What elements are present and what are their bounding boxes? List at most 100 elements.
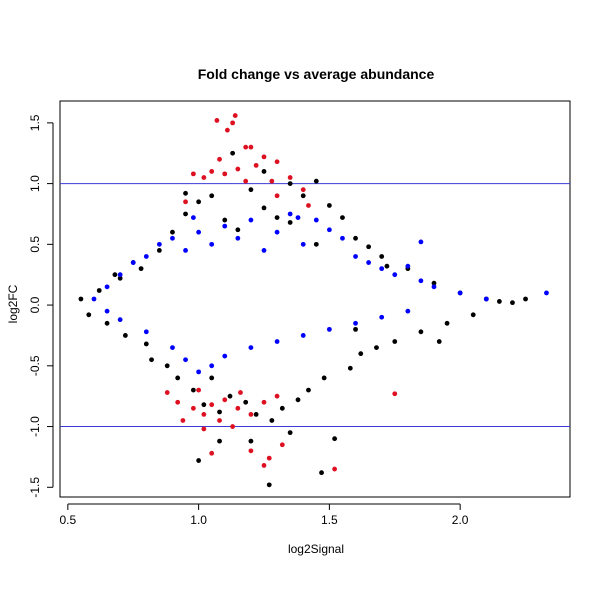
point-s0-56 — [217, 438, 222, 444]
point-s0-64 — [149, 357, 154, 363]
point-s2-22 — [175, 399, 181, 405]
point-s2-3 — [230, 120, 236, 126]
point-s0-68 — [353, 326, 358, 332]
point-s2-35 — [248, 448, 254, 454]
point-s2-17 — [222, 171, 228, 177]
point-s0-51 — [496, 299, 502, 304]
point-s0-7 — [143, 341, 149, 347]
point-s1-3 — [130, 260, 136, 265]
point-s1-21 — [366, 260, 372, 265]
point-s1-11 — [235, 235, 241, 241]
point-s0-55 — [196, 458, 202, 463]
point-s0-58 — [248, 438, 254, 444]
x-axis: 0.5 1.0 1.5 2.0 — [60, 503, 469, 527]
point-s0-46 — [431, 280, 437, 286]
point-s2-39 — [332, 466, 338, 472]
point-s2-16 — [217, 156, 222, 162]
point-s0-36 — [340, 215, 345, 221]
y-tick-label-2: -0.5 — [28, 355, 42, 376]
point-s2-31 — [201, 426, 207, 432]
point-s1-24 — [405, 263, 411, 269]
point-s1-36 — [209, 363, 215, 369]
point-s1-14 — [274, 229, 280, 235]
point-s0-24 — [261, 205, 267, 211]
point-s0-61 — [261, 169, 267, 174]
point-s2-9 — [253, 162, 259, 168]
point-s0-62 — [183, 190, 188, 196]
point-s2-42 — [238, 390, 243, 395]
point-s1-19 — [340, 235, 345, 241]
point-s0-66 — [209, 375, 215, 381]
point-s1-1 — [104, 284, 110, 290]
point-s0-57 — [319, 470, 324, 476]
point-s0-41 — [374, 345, 379, 350]
point-s1-47 — [190, 215, 196, 221]
point-s0-9 — [164, 363, 170, 369]
point-s1-34 — [183, 357, 188, 363]
point-s1-45 — [418, 239, 424, 245]
point-s0-34 — [326, 203, 332, 208]
point-s0-71 — [384, 263, 390, 269]
point-s1-40 — [300, 333, 306, 338]
point-s1-25 — [418, 278, 424, 284]
point-s2-1 — [214, 118, 220, 123]
y-tick-label-4: 0.5 — [28, 236, 42, 253]
point-s1-32 — [143, 329, 149, 335]
point-s0-38 — [353, 235, 358, 241]
point-s2-40 — [266, 455, 272, 461]
point-s1-35 — [196, 369, 202, 375]
point-s2-44 — [243, 144, 249, 150]
point-s1-16 — [300, 241, 306, 247]
point-s2-21 — [164, 390, 170, 395]
point-s0-10 — [170, 229, 175, 235]
point-s1-6 — [170, 235, 175, 241]
point-s0-13 — [190, 387, 196, 393]
point-s0-70 — [436, 339, 442, 344]
point-s2-11 — [201, 175, 207, 180]
point-s1-44 — [405, 308, 411, 314]
point-s2-25 — [209, 402, 215, 408]
point-s1-30 — [104, 308, 110, 314]
point-s0-20 — [235, 227, 241, 233]
point-s0-42 — [379, 254, 385, 259]
point-s0-32 — [313, 178, 319, 184]
point-s0-35 — [332, 436, 338, 442]
point-s2-32 — [217, 418, 222, 423]
point-s2-6 — [274, 159, 280, 165]
point-s1-20 — [353, 254, 358, 259]
point-s2-19 — [274, 193, 280, 199]
point-s2-34 — [209, 450, 215, 456]
point-s1-7 — [183, 248, 188, 253]
point-s0-52 — [510, 300, 515, 306]
point-s2-13 — [243, 178, 249, 184]
point-s1-23 — [392, 272, 398, 278]
point-s0-27 — [279, 405, 285, 411]
point-s2-7 — [209, 169, 215, 174]
point-s2-14 — [269, 178, 275, 184]
point-s0-4 — [117, 275, 123, 281]
plot-frame — [59, 100, 571, 498]
point-s0-14 — [196, 199, 202, 205]
point-s1-43 — [379, 314, 385, 320]
point-s0-8 — [156, 248, 162, 253]
point-s2-27 — [235, 405, 241, 411]
point-s0-3 — [104, 320, 110, 326]
point-s0-25 — [269, 418, 275, 423]
point-s1-18 — [326, 227, 332, 233]
point-s2-29 — [261, 399, 267, 405]
threshold-lines — [60, 183, 570, 428]
point-s1-26 — [431, 284, 437, 290]
point-s0-12 — [183, 211, 188, 217]
point-s1-5 — [156, 241, 162, 247]
point-s0-22 — [248, 187, 254, 193]
point-s1-8 — [196, 229, 202, 235]
point-s0-5 — [122, 333, 128, 338]
point-s0-49 — [470, 312, 476, 318]
point-s1-29 — [544, 290, 549, 296]
point-s2-30 — [274, 393, 280, 399]
point-s0-19 — [227, 393, 233, 399]
point-s1-15 — [287, 211, 293, 217]
point-s0-15 — [201, 402, 207, 408]
y-tick-label-3: 0.0 — [28, 296, 42, 313]
x-tick-label-3: 2.0 — [452, 513, 469, 527]
